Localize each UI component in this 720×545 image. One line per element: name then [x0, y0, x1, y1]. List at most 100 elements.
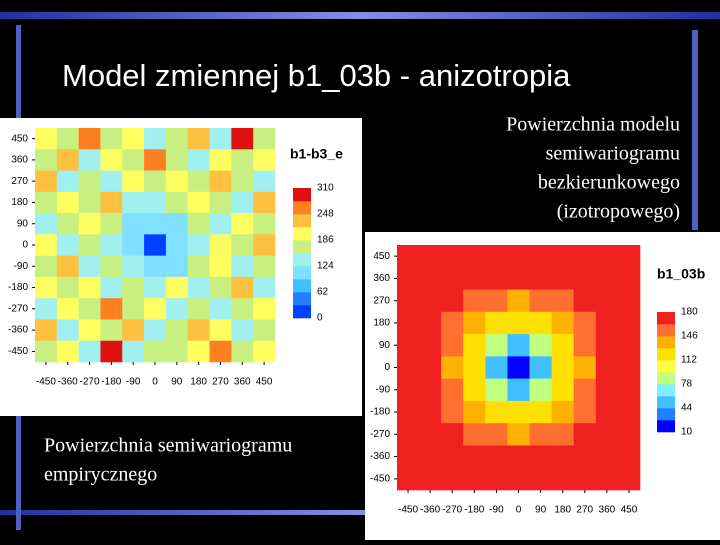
y-tick-label: 90 — [17, 218, 29, 229]
heat-cell — [100, 340, 123, 363]
heat-cell — [419, 311, 442, 335]
heat-cell — [187, 234, 210, 256]
heat-cell — [507, 334, 530, 357]
heat-cell — [100, 149, 123, 171]
heat-cell — [463, 289, 486, 313]
heat-cell — [122, 191, 145, 214]
bottom-bar — [0, 510, 720, 515]
heat-cell — [35, 191, 58, 214]
heat-cell — [100, 234, 123, 256]
heat-cell — [100, 128, 123, 150]
heat-cell — [165, 298, 189, 320]
heat-cell — [165, 255, 189, 278]
caption-line: Powierzchnia modelu — [506, 114, 680, 136]
colorbar-label: 0 — [317, 313, 323, 324]
heat-cell — [56, 298, 79, 320]
heat-cell — [397, 245, 420, 268]
heat-cell — [209, 234, 232, 256]
colorbar-swatch — [293, 266, 311, 280]
heat-cell — [463, 311, 486, 335]
heat-cell — [35, 255, 58, 278]
heat-cell — [573, 356, 597, 379]
heat-cell — [144, 149, 167, 171]
heat-cell — [551, 423, 575, 446]
colorbar-swatch — [293, 227, 311, 241]
slide-title: Model zmiennej b1_03b - anizotropia — [62, 58, 571, 93]
heat-cell — [122, 149, 145, 171]
heat-cell — [529, 289, 552, 313]
caption-line: semiwariogramu — [546, 143, 680, 165]
heat-cell — [551, 245, 575, 268]
heat-cell — [507, 445, 530, 469]
x-tick-label: 270 — [576, 505, 593, 516]
heat-cell — [419, 378, 442, 402]
heat-cell — [419, 245, 442, 268]
heat-cell — [485, 334, 508, 357]
heat-cell — [485, 245, 508, 268]
heat-cell — [253, 276, 276, 299]
y-tick-label: 270 — [373, 295, 390, 306]
y-tick-label: 0 — [22, 240, 28, 251]
colorbar-swatch — [657, 408, 675, 421]
heat-cell — [551, 445, 575, 469]
heat-cell — [463, 378, 486, 402]
heat-cell — [187, 319, 210, 342]
y-tick-label: -450 — [370, 474, 390, 485]
heat-cell — [231, 149, 254, 171]
heat-cell — [56, 340, 79, 363]
heat-cell — [144, 234, 167, 256]
heat-cell — [595, 378, 619, 402]
y-tick-label: 180 — [373, 318, 390, 329]
heat-cell — [209, 191, 232, 214]
x-tick-label: -90 — [126, 377, 141, 388]
heat-cell — [122, 170, 145, 193]
heat-cell — [551, 400, 575, 424]
heat-cell — [485, 423, 508, 446]
heat-cell — [463, 423, 486, 446]
colorbar-label: 180 — [681, 307, 698, 318]
x-tick-label: -180 — [464, 505, 484, 516]
heat-cell — [441, 445, 464, 469]
heatmap-title: b1-b3_e — [290, 146, 343, 162]
heat-cell — [231, 276, 254, 299]
colorbar-label: 248 — [317, 209, 334, 220]
heat-cell — [507, 356, 530, 379]
heat-cell — [551, 467, 575, 491]
heat-cell — [595, 400, 619, 424]
heat-cell — [187, 298, 210, 320]
colorbar-swatch — [293, 240, 311, 254]
heat-cell — [463, 334, 486, 357]
y-tick-label: -270 — [370, 429, 390, 440]
heatmap-title: b1_03b — [657, 266, 705, 282]
right-bar — [692, 30, 698, 230]
heat-cell — [253, 319, 276, 342]
colorbar-swatch — [657, 372, 675, 385]
colorbar-label: 124 — [317, 261, 334, 272]
heat-cell — [35, 298, 58, 320]
caption-line: (izotropowego) — [557, 201, 680, 223]
heat-cell — [595, 289, 619, 313]
heat-cell — [617, 378, 641, 402]
heat-cell — [35, 128, 58, 150]
heat-cell — [595, 423, 619, 446]
heat-cell — [595, 267, 619, 290]
heat-cell — [78, 234, 101, 256]
colorbar-label: 44 — [681, 403, 693, 414]
heat-cell — [463, 467, 486, 491]
y-tick-label: -180 — [8, 282, 28, 293]
heat-cell — [187, 191, 210, 214]
heat-cell — [397, 467, 420, 491]
heat-cell — [441, 267, 464, 290]
heat-cell — [165, 340, 189, 363]
heat-cell — [507, 467, 530, 491]
heat-cell — [441, 356, 464, 379]
heat-cell — [122, 298, 145, 320]
heat-cell — [100, 170, 123, 193]
heat-cell — [253, 298, 276, 320]
heat-cell — [485, 356, 508, 379]
heat-cell — [209, 319, 232, 342]
heat-cell — [507, 311, 530, 335]
colorbar-label: 78 — [681, 379, 693, 390]
heat-cell — [617, 400, 641, 424]
x-tick-label: -90 — [489, 505, 504, 516]
